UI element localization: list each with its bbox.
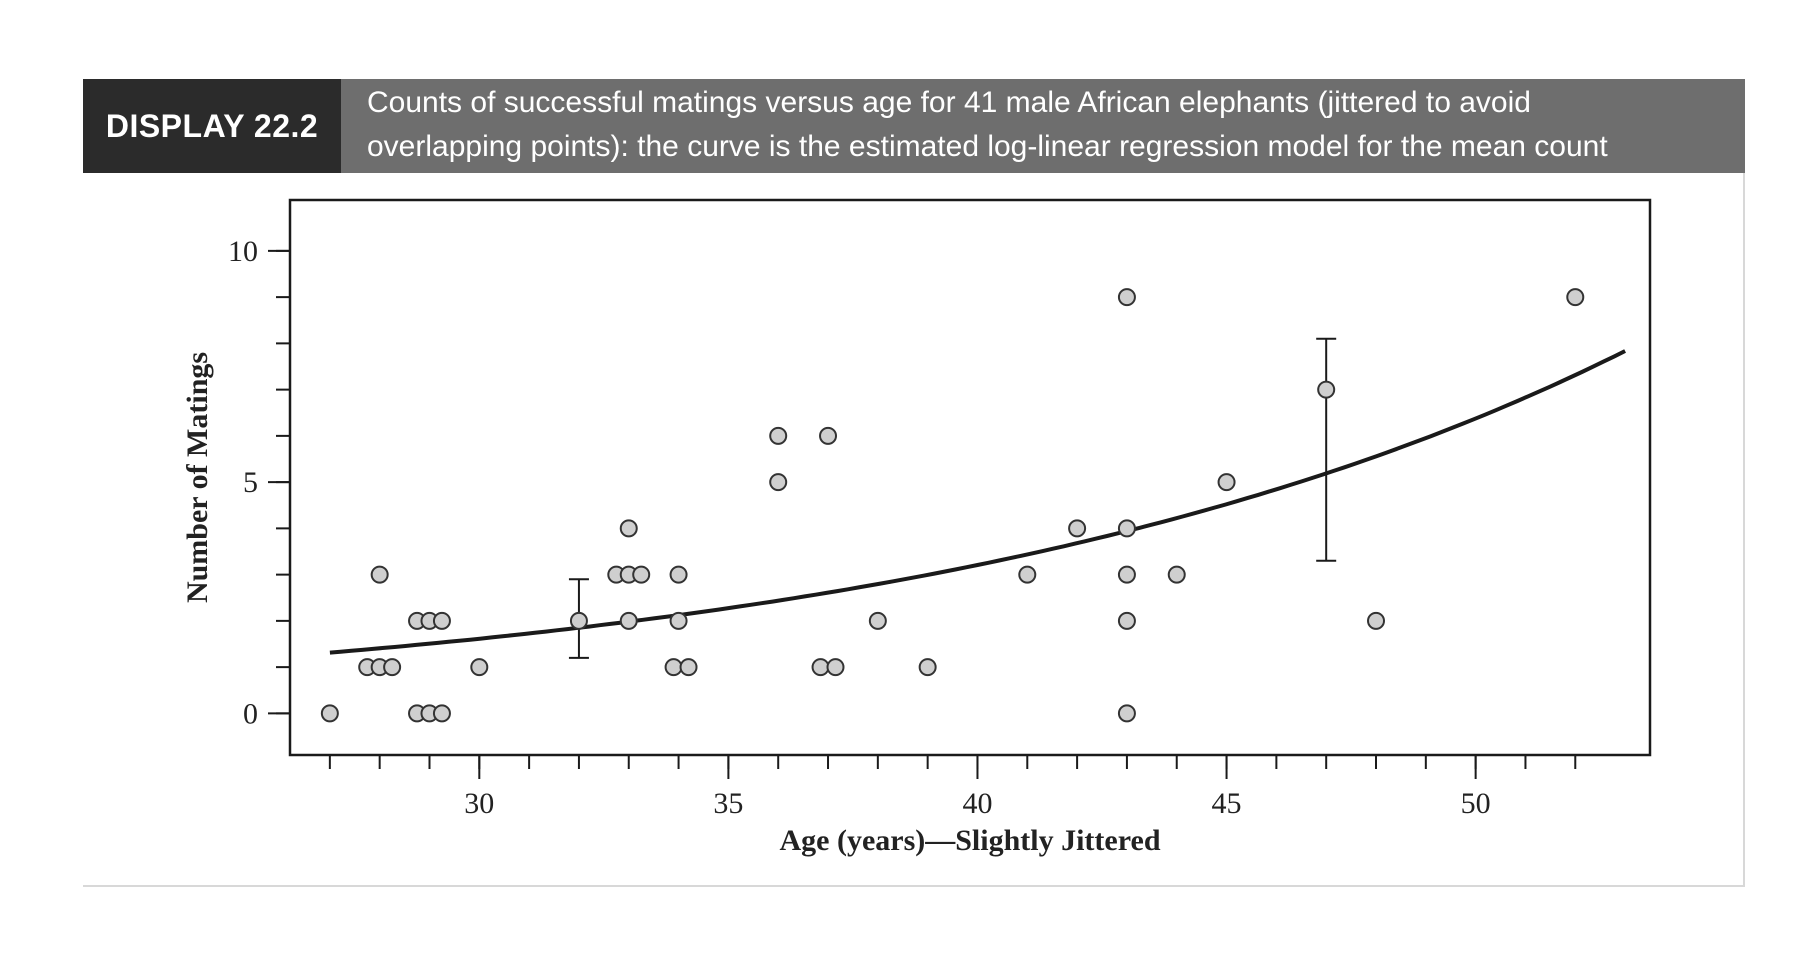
data-point <box>826 658 845 677</box>
data-point <box>1117 288 1136 307</box>
y-tick-label: 0 <box>243 697 258 730</box>
data-point <box>1117 704 1136 723</box>
display-header: DISPLAY 22.2 Counts of successful mating… <box>83 79 1745 173</box>
data-point <box>769 473 788 492</box>
x-tick-label: 50 <box>1461 787 1491 820</box>
data-point <box>1117 611 1136 630</box>
data-point <box>1068 519 1087 538</box>
caption-line-2: overlapping points): the curve is the es… <box>367 130 1608 163</box>
display-label: DISPLAY 22.2 <box>83 79 341 173</box>
y-tick-label: 5 <box>243 466 258 499</box>
data-point <box>811 658 830 677</box>
x-tick-label: 35 <box>713 787 743 820</box>
data-point <box>619 611 638 630</box>
data-point <box>868 611 887 630</box>
figure-caption: Counts of successful matings versus age … <box>341 79 1745 173</box>
data-point <box>664 658 683 677</box>
data-point <box>1117 519 1136 538</box>
points-layer <box>320 288 1585 723</box>
data-point <box>320 704 339 723</box>
data-point <box>669 565 688 584</box>
data-point <box>1117 565 1136 584</box>
data-point <box>619 519 638 538</box>
x-tick-label: 30 <box>464 787 494 820</box>
fitted-curve <box>329 349 1626 655</box>
data-point <box>918 658 937 677</box>
x-axis-title: Age (years)—Slightly Jittered <box>779 824 1160 857</box>
x-tick-label: 45 <box>1212 787 1242 820</box>
x-tick-label: 40 <box>962 787 992 820</box>
data-point <box>1217 473 1236 492</box>
display-frame <box>83 79 1745 887</box>
data-point <box>1367 611 1386 630</box>
data-point <box>1317 380 1336 399</box>
data-point <box>632 565 651 584</box>
data-point <box>1018 565 1037 584</box>
error-bar-layer <box>568 337 1337 659</box>
data-point <box>432 704 451 723</box>
y-tick-label: 10 <box>228 235 258 268</box>
data-point <box>569 611 588 630</box>
data-point <box>383 658 402 677</box>
y-axis-title: Number of Matings <box>181 352 214 603</box>
curve-layer <box>329 349 1626 655</box>
plot-frame <box>288 198 1652 757</box>
data-point <box>1167 565 1186 584</box>
data-point <box>679 658 698 677</box>
data-point <box>819 426 838 445</box>
data-point <box>669 611 688 630</box>
axis-ticks: 30 35 40 45 50 0 5 10 <box>228 235 1577 820</box>
data-point <box>769 426 788 445</box>
data-point <box>470 658 489 677</box>
data-point <box>1566 288 1585 307</box>
data-point <box>432 611 451 630</box>
data-point <box>370 565 389 584</box>
caption-line-1: Counts of successful matings versus age … <box>367 86 1531 119</box>
